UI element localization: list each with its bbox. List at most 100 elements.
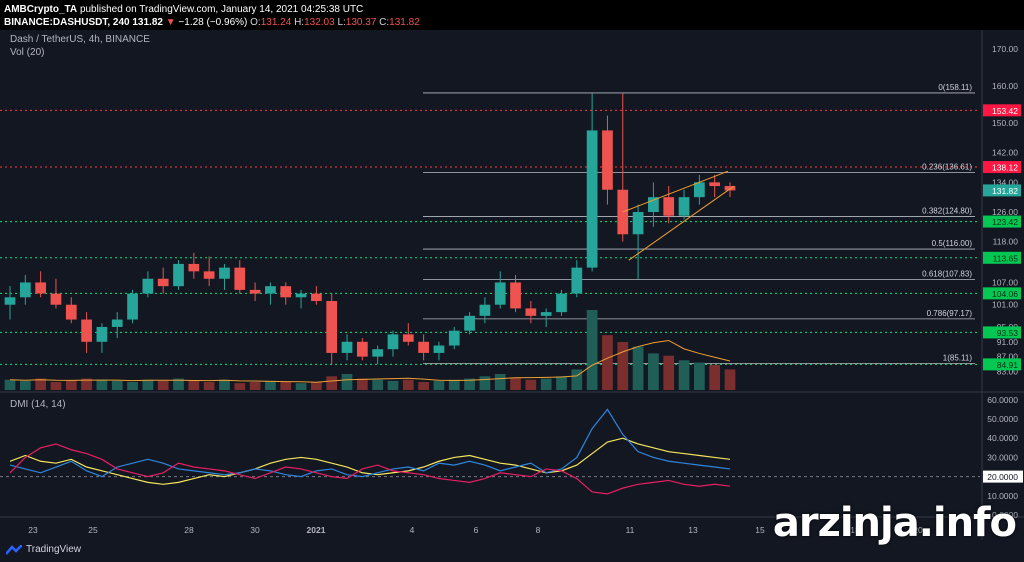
candle-body [219, 267, 230, 279]
candle-body [418, 341, 429, 353]
dmi-tick: 30.0000 [987, 452, 1018, 462]
price-tick: 142.00 [992, 148, 1018, 158]
volume-bar [326, 376, 338, 390]
open-value: 131.24 [260, 17, 292, 28]
candle-body [709, 182, 721, 187]
volume-bar [50, 382, 62, 390]
volume-bar [203, 382, 215, 390]
price-label-text: 113.65 [993, 253, 1019, 263]
candle-body [203, 271, 215, 279]
candle-body [280, 286, 292, 298]
volume-bar [280, 382, 292, 390]
price-label-tag [983, 161, 1021, 174]
price-label-tag [983, 251, 1021, 264]
low-label: L: [337, 17, 346, 28]
volume-bar [540, 378, 552, 390]
volume-bar [96, 379, 108, 390]
candle-body [648, 197, 659, 212]
time-tick: 13 [688, 525, 698, 535]
candle-body [571, 267, 583, 294]
price-label-text: 84.91 [997, 360, 1019, 370]
volume-ma-line [9, 339, 731, 383]
close-label: C: [379, 17, 390, 28]
volume-bar [234, 383, 246, 390]
time-tick: 25 [88, 525, 98, 535]
price-axis[interactable]: 170.00 160.00 150.00 142.00 134.00 126.00 118.… [983, 44, 1021, 377]
dmi-current-tag [983, 470, 1023, 483]
volume-bar [219, 379, 230, 390]
volume-bar [372, 379, 384, 390]
volume-bar [188, 380, 200, 390]
di-plus-line [9, 408, 731, 478]
time-tick: 8 [536, 525, 541, 535]
volume-bar [525, 379, 537, 390]
candle-body [525, 308, 537, 316]
rising-wedge-pattern[interactable] [622, 170, 735, 261]
price-chart[interactable]: 0(158.11) 0.236(136.61) 0.382(124.80) 0.5(1… [0, 30, 1024, 540]
candle-body [81, 319, 92, 342]
volume-bar [356, 378, 368, 390]
time-tick: 11 [626, 525, 635, 535]
volume-bar [648, 353, 659, 390]
volume-bar [127, 382, 138, 390]
volume-bar [418, 382, 429, 390]
price-label-tag [983, 287, 1021, 300]
open-label: O: [250, 17, 261, 28]
fib-label: 0.5(116.00) [932, 239, 973, 248]
tradingview-logo[interactable]: TradingView [6, 544, 81, 555]
fib-label: 0(158.11) [938, 83, 972, 92]
fib-label: 0.236(136.61) [922, 163, 972, 172]
volume-bar [510, 377, 521, 390]
fibonacci-retracement[interactable]: 0(158.11) 0.236(136.61) 0.382(124.80) 0.5(1… [423, 83, 975, 365]
candle-body [50, 293, 62, 305]
volume-bar [709, 364, 721, 390]
volume-bar [341, 374, 353, 390]
candle-body [111, 319, 123, 327]
time-tick: 20 [913, 525, 923, 535]
dmi-axis[interactable]: 60.0000 50.0000 40.0000 30.0000 20.0000 10.00… [983, 395, 1023, 520]
publish-header: AMBCrypto_TA published on TradingView.co… [0, 0, 1024, 30]
di-minus-line [9, 443, 731, 495]
candle-body [96, 326, 108, 342]
price-tick: 150.00 [992, 118, 1018, 128]
time-axis[interactable]: 23 25 28 30 2021 4 6 8 11 13 15 18 20 [28, 525, 923, 535]
candle-body [694, 182, 705, 198]
high-label: H: [294, 17, 305, 28]
candle-body [479, 304, 491, 316]
volume-bar [632, 346, 644, 390]
author-name[interactable]: AMBCrypto_TA [4, 4, 78, 15]
volume-bar [586, 310, 598, 390]
candle-body [249, 289, 261, 294]
candle-body [341, 341, 353, 353]
price-label-tag [983, 184, 1021, 197]
candle-body [157, 278, 169, 287]
candle-body [4, 297, 16, 305]
candle-body [586, 130, 598, 268]
candle-body [265, 286, 276, 294]
candle-body [326, 301, 338, 353]
price-label-text: 131.82 [992, 186, 1018, 196]
volume-bar [617, 342, 629, 390]
volume-bar [4, 379, 16, 390]
symbol-label: BINANCE:DASHUSDT, 240 [4, 17, 130, 28]
volume-bar [464, 378, 475, 390]
volume-bar [65, 380, 77, 390]
candle-body [494, 282, 506, 305]
candle-body [173, 263, 184, 287]
dmi-legend: DMI (14, 14) [10, 399, 66, 410]
volume-bar [663, 355, 675, 390]
volume-bar [694, 362, 705, 390]
dmi-tick: 50.0000 [987, 414, 1018, 424]
dmi-tick: 0.0000 [992, 510, 1018, 520]
candle-body [19, 282, 31, 298]
candle-body [663, 197, 675, 216]
candle-body [35, 282, 46, 294]
candle-body [142, 278, 154, 294]
volume-bar [402, 379, 414, 390]
candle-body [372, 349, 384, 357]
price-change: −1.28 (−0.96%) [178, 17, 248, 28]
candle-body [433, 345, 445, 353]
candle-body [188, 263, 200, 272]
adx-line [9, 437, 731, 485]
fib-label: 0.382(124.80) [922, 206, 972, 215]
